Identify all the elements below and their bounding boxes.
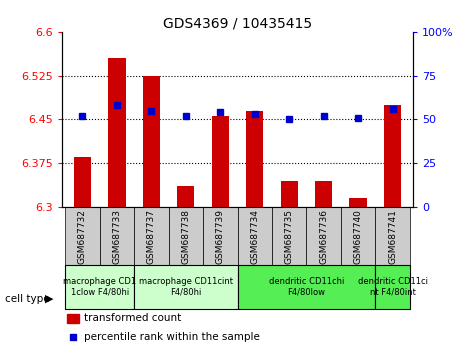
Bar — [74, 157, 91, 207]
FancyBboxPatch shape — [238, 265, 375, 309]
Text: GSM687733: GSM687733 — [113, 209, 122, 264]
Bar — [281, 181, 298, 207]
Bar — [67, 314, 79, 323]
FancyBboxPatch shape — [272, 207, 306, 265]
Text: GSM687737: GSM687737 — [147, 209, 156, 264]
Title: GDS4369 / 10435415: GDS4369 / 10435415 — [163, 17, 312, 31]
Text: GSM687736: GSM687736 — [319, 209, 328, 264]
Text: dendritic CD11ci
nt F4/80int: dendritic CD11ci nt F4/80int — [358, 278, 428, 297]
FancyBboxPatch shape — [65, 265, 134, 309]
Text: macrophage CD1
1clow F4/80hi: macrophage CD1 1clow F4/80hi — [63, 278, 136, 297]
Bar — [142, 76, 160, 207]
Text: GSM687734: GSM687734 — [250, 209, 259, 263]
FancyBboxPatch shape — [306, 207, 341, 265]
FancyBboxPatch shape — [375, 207, 410, 265]
FancyBboxPatch shape — [134, 207, 169, 265]
Bar — [246, 111, 263, 207]
Bar — [212, 116, 229, 207]
Text: macrophage CD11cint
F4/80hi: macrophage CD11cint F4/80hi — [139, 278, 233, 297]
Bar — [384, 105, 401, 207]
FancyBboxPatch shape — [169, 207, 203, 265]
Text: GSM687738: GSM687738 — [181, 209, 190, 264]
Text: GSM687732: GSM687732 — [78, 209, 87, 263]
FancyBboxPatch shape — [100, 207, 134, 265]
FancyBboxPatch shape — [238, 207, 272, 265]
Text: GSM687741: GSM687741 — [388, 209, 397, 263]
FancyBboxPatch shape — [341, 207, 375, 265]
Text: GSM687735: GSM687735 — [285, 209, 294, 264]
Bar — [350, 198, 367, 207]
Bar — [108, 58, 125, 207]
Text: dendritic CD11chi
F4/80low: dendritic CD11chi F4/80low — [269, 278, 344, 297]
Bar — [177, 187, 194, 207]
Text: percentile rank within the sample: percentile rank within the sample — [84, 332, 259, 342]
Bar — [315, 181, 332, 207]
FancyBboxPatch shape — [375, 265, 410, 309]
Text: cell type: cell type — [5, 294, 49, 304]
Text: GSM687740: GSM687740 — [353, 209, 362, 263]
FancyBboxPatch shape — [203, 207, 238, 265]
FancyBboxPatch shape — [65, 207, 100, 265]
FancyBboxPatch shape — [134, 265, 238, 309]
Text: GSM687739: GSM687739 — [216, 209, 225, 264]
Text: ▶: ▶ — [45, 294, 54, 304]
Text: transformed count: transformed count — [84, 314, 181, 324]
